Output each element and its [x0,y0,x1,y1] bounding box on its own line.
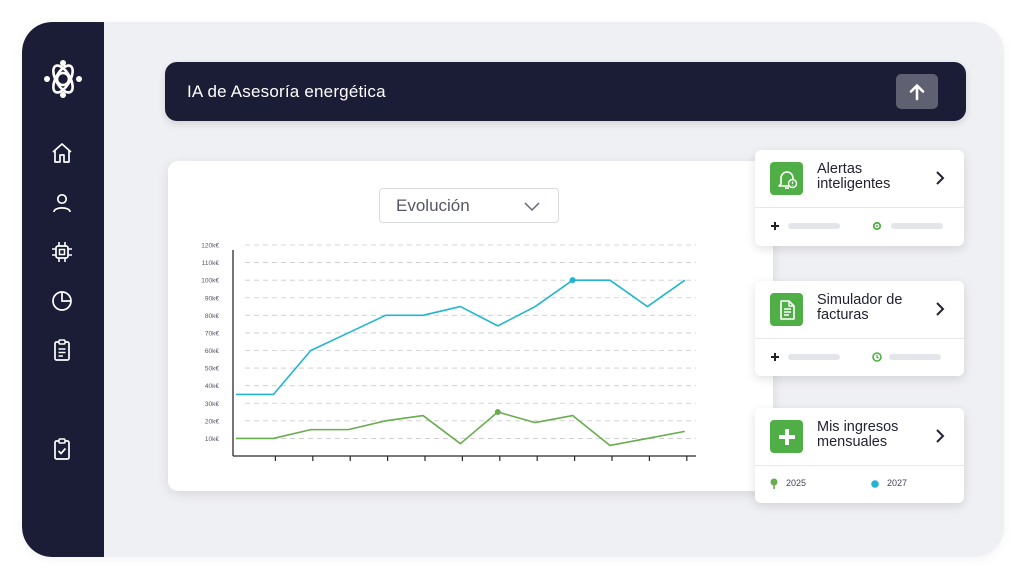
invoice-simulator-card-header[interactable]: Simulador de facturas [755,281,964,338]
app-window: IA de Asesoría energética 10k€ 20k€ 30k€ 40… [22,22,1004,557]
placeholder-bar [788,223,840,229]
y-tick-label: 120k€ [201,243,219,250]
legend-marker-2025 [770,478,778,489]
data-point-2027 [569,277,576,284]
clipboard-list-icon [54,339,70,361]
monthly-income-legend: 2025 2027 [755,466,964,502]
chevron-right-icon [936,171,945,185]
invoice-simulator-card-footer [755,339,964,375]
divider [755,338,964,339]
divider [755,465,964,466]
assistant-title: IA de Asesoría energética [187,82,386,101]
plus-icon [770,420,803,453]
invoice-document-icon [770,293,803,326]
invoice-simulator-card-title: Simulador de facturas [817,292,903,323]
bell-alert-icon [770,162,803,195]
sidebar-item-home[interactable] [50,141,74,165]
placeholder-bar [788,354,840,360]
series-line-2027 [236,279,686,396]
y-tick-label: 90k€ [205,295,219,302]
divider [755,207,964,208]
sidebar-item-tasks[interactable] [50,338,74,362]
y-tick-label: 40k€ [205,383,219,390]
sidebar-item-reports[interactable] [50,289,74,313]
atom-logo-icon [42,58,84,100]
line-chart: 10k€ 20k€ 30k€ 40k€ 50k€ 60k€ 70k€ 80k€ 90k€ 100k… [201,243,696,461]
plus-small-icon [771,222,779,230]
ai-assistant-bar[interactable]: IA de Asesoría energética [165,62,966,121]
placeholder-bar [891,223,943,229]
monthly-income-card-header[interactable]: Mis ingresos mensuales [755,408,964,465]
data-point-2025 [494,409,501,416]
y-tick-label: 70k€ [205,330,219,337]
alerts-card-footer [755,208,964,244]
sidebar-item-profile[interactable] [50,191,74,215]
sidebar-item-checklist[interactable] [50,437,74,461]
chip-icon [52,242,72,262]
monthly-income-card[interactable]: Mis ingresos mensuales 2025 2027 [755,408,964,503]
pie-chart-icon [52,291,72,311]
series-line-2025 [236,411,685,447]
legend-marker-2027 [871,480,879,488]
evolution-chart-card: 10k€ 20k€ 30k€ 40k€ 50k€ 60k€ 70k€ 80k€ 90k€ 100k… [168,161,773,491]
plus-small-icon [771,353,779,361]
send-button[interactable] [896,74,938,109]
legend-label-2025: 2025 [786,478,807,488]
y-tick-label: 20k€ [205,418,219,425]
period-selector[interactable]: Evolución [379,188,559,223]
y-tick-label: 80k€ [205,313,219,320]
legend-label-2027: 2027 [887,478,908,488]
clipboard-check-icon [54,438,70,460]
chevron-right-icon [936,302,945,316]
monthly-income-card-title: Mis ingresos mensuales [817,419,899,450]
placeholder-bar [889,354,941,360]
sidebar-item-devices[interactable] [50,240,74,264]
y-tick-label: 60k€ [205,348,219,355]
alerts-card-header[interactable]: Alertas inteligentes [755,150,964,207]
arrow-up-icon [909,83,925,100]
home-icon [52,143,72,163]
y-tick-label: 10k€ [205,436,219,443]
chevron-right-icon [936,429,945,443]
alerts-card[interactable]: Alertas inteligentes [755,150,964,246]
y-tick-label: 30k€ [205,401,219,408]
y-tick-label: 100k€ [201,278,219,285]
sidebar [22,22,104,557]
chevron-down-icon [524,202,540,212]
y-tick-label: 110k€ [202,260,220,267]
gear-icon [872,221,882,231]
period-selector-value: Evolución [396,196,470,215]
alerts-card-title: Alertas inteligentes [817,161,891,192]
y-tick-label: 50k€ [205,366,219,373]
user-icon [53,193,71,213]
clock-icon [872,352,882,362]
invoice-simulator-card[interactable]: Simulador de facturas [755,281,964,376]
